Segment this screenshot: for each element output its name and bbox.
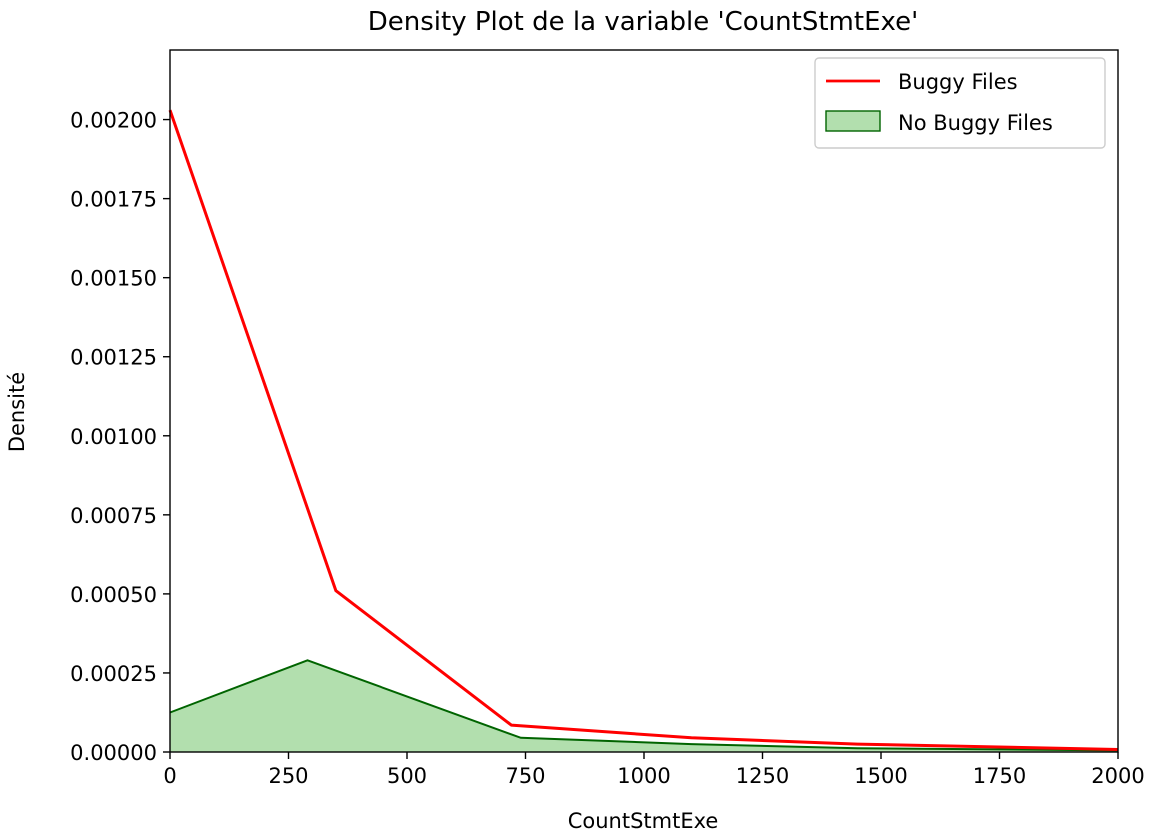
x-axis-label: CountStmtExe [568,809,719,832]
y-tick-label: 0.00050 [70,583,157,607]
x-tick-label: 750 [505,764,545,788]
series-no-buggy-files-line [169,659,1119,752]
x-tick-label: 250 [268,764,308,788]
x-tick-label: 500 [387,764,427,788]
x-tick-label: 1250 [736,764,789,788]
x-tick-label: 1500 [854,764,907,788]
legend-label-buggy-files: Buggy Files [898,70,1018,94]
plot-area [168,109,1119,752]
y-axis: 0.00000 0.00025 0.00050 0.00075 0.00100 0.001… [70,109,170,765]
series-no-buggy-files-area [170,660,1118,752]
chart-title: Density Plot de la variable 'CountStmtEx… [368,7,918,37]
y-tick-label: 0.00200 [70,109,157,133]
y-tick-label: 0.00000 [70,741,157,765]
axes-frame [169,49,1119,753]
x-tick-label: 1000 [617,764,670,788]
y-tick-label: 0.00175 [70,188,157,212]
legend-label-no-buggy-files: No Buggy Files [898,111,1053,135]
legend-swatch-no-buggy-files [825,110,881,132]
legend: Buggy Files No Buggy Files [814,57,1106,149]
x-tick-label: 1750 [973,764,1026,788]
y-tick-label: 0.00125 [70,346,157,370]
x-axis: 0 250 500 750 1000 1250 1500 1750 2000 [163,752,1145,788]
y-tick-label: 0.00075 [70,504,157,528]
y-axis-label: Densité [5,372,29,452]
x-tick-label: 2000 [1091,764,1144,788]
y-tick-label: 0.00100 [70,425,157,449]
y-tick-label: 0.00025 [70,662,157,686]
y-tick-label: 0.00150 [70,267,157,291]
x-tick-label: 0 [163,764,176,788]
series-buggy-files-line [168,109,1119,751]
legend-box [814,57,1106,149]
